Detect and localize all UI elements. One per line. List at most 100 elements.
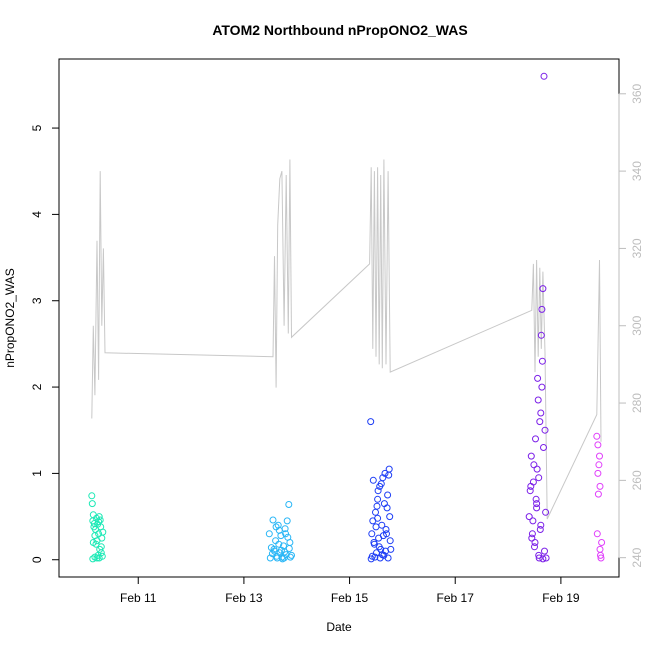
data-point [269, 516, 277, 524]
data-point [537, 331, 545, 339]
data-point [386, 513, 394, 521]
y2-tick-label: 340 [630, 161, 644, 181]
data-point [532, 495, 540, 503]
data-point [541, 547, 548, 555]
data-point [527, 452, 535, 460]
background-line-layer [91, 159, 602, 520]
y-tick-label: 5 [30, 124, 44, 131]
data-point [529, 517, 537, 525]
data-point [368, 530, 376, 538]
data-point [268, 550, 276, 558]
data-point [537, 409, 545, 417]
data-point [88, 500, 96, 508]
data-point [280, 554, 288, 562]
data-point [533, 465, 541, 473]
data-point [384, 491, 392, 499]
data-point [376, 554, 384, 562]
data-point [540, 444, 547, 451]
data-point [386, 537, 394, 545]
data-point [97, 543, 105, 551]
data-point [383, 530, 390, 538]
data-point [270, 545, 278, 553]
data-point [372, 508, 379, 516]
data-point [283, 517, 291, 525]
data-point [596, 482, 604, 490]
data-point [596, 452, 603, 460]
data-point [539, 555, 547, 563]
plot-frame [58, 58, 620, 578]
data-point [532, 435, 539, 443]
data-point [597, 554, 605, 562]
data-point [528, 530, 536, 538]
x-tick-label: Feb 17 [437, 591, 475, 605]
data-point [594, 441, 602, 449]
data-point [99, 528, 107, 536]
data-point [595, 461, 603, 469]
x-axis: Feb 11 Feb 13 Feb 15 Feb 17 Feb 19 [120, 576, 580, 605]
y2-tick-label: 320 [630, 238, 644, 258]
x-tick-label: Feb 19 [542, 591, 580, 605]
data-point [284, 533, 292, 541]
points-layer [88, 72, 606, 563]
chart-title: ATOM2 Northbound nPropONO2_WAS [212, 22, 467, 38]
data-point [88, 492, 96, 500]
y-tick-label: 0 [30, 556, 44, 563]
data-point [367, 418, 375, 426]
data-point [275, 540, 283, 548]
data-point [282, 530, 290, 538]
y2-tick-label: 300 [630, 315, 644, 335]
data-point [534, 374, 542, 382]
data-point [527, 482, 535, 490]
y-tick-label: 3 [30, 297, 44, 304]
data-point [538, 383, 546, 391]
data-point [369, 476, 377, 484]
data-point [288, 551, 295, 559]
data-point [535, 474, 543, 482]
data-point [380, 500, 388, 508]
y2-tick-label: 240 [630, 547, 644, 567]
data-point [372, 523, 380, 531]
y-axis-label: nPropONO2_WAS [3, 268, 17, 368]
data-point [593, 530, 601, 538]
data-point [266, 554, 274, 562]
y-tick-label: 4 [30, 211, 44, 218]
data-point [285, 545, 293, 552]
data-point [273, 554, 281, 562]
x-axis-label: Date [326, 620, 352, 634]
x-tick-label: Feb 11 [120, 591, 157, 605]
data-point [377, 480, 385, 488]
data-point [93, 554, 101, 562]
y2-tick-label: 260 [630, 470, 644, 490]
data-point [530, 461, 538, 469]
data-point [374, 495, 382, 503]
data-point [381, 469, 389, 477]
data-point [533, 504, 541, 512]
data-point [384, 554, 392, 562]
data-point [373, 502, 381, 510]
x-tick-label: Feb 13 [225, 591, 263, 605]
data-point [96, 516, 104, 524]
data-point [594, 490, 602, 498]
data-point [538, 305, 546, 313]
y-tick-label: 1 [30, 470, 44, 477]
data-point [277, 546, 285, 554]
data-point [533, 500, 541, 508]
data-point [89, 555, 97, 563]
data-point [370, 539, 378, 546]
data-point [387, 545, 395, 553]
data-point [535, 554, 543, 562]
data-point [382, 526, 390, 533]
data-point [538, 357, 546, 365]
data-point [542, 508, 550, 516]
data-point [89, 539, 97, 546]
data-point [593, 432, 601, 440]
data-point [542, 554, 550, 562]
data-point [285, 501, 293, 508]
data-point [537, 521, 545, 529]
y-axis-left: 0 1 2 3 4 5 [30, 124, 60, 563]
data-point [534, 396, 542, 404]
data-point [374, 514, 382, 522]
data-point [385, 465, 393, 473]
